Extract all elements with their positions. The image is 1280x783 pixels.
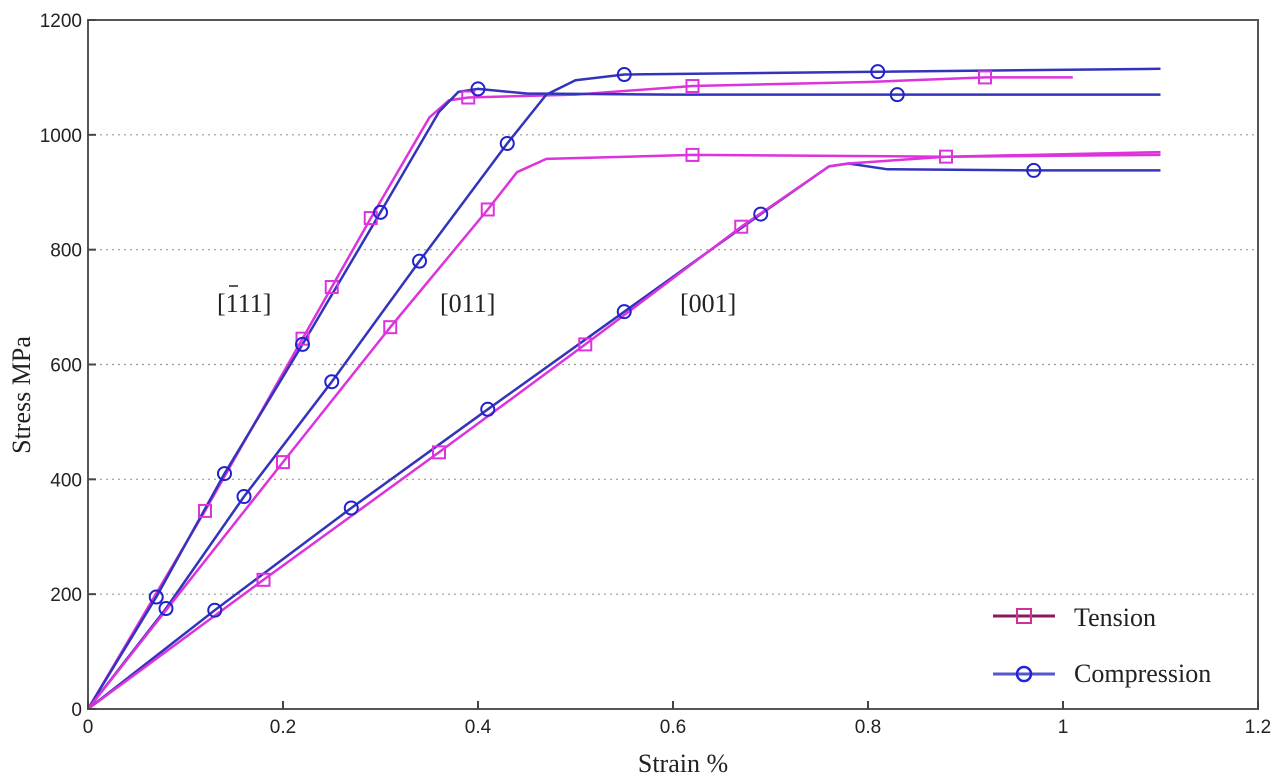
y-axis-title: Stress MPa [7, 336, 36, 454]
circle-marker-icon [207, 602, 223, 618]
circle-marker-icon [343, 500, 359, 516]
y-tick-label: 1200 [40, 11, 82, 32]
square-marker-icon [939, 149, 953, 164]
circle-marker-icon [616, 67, 632, 83]
circle-marker-icon [499, 135, 515, 151]
series-line [87, 153, 1161, 710]
y-tick-label: 0 [71, 700, 82, 721]
square-marker-icon [685, 79, 700, 94]
legend-entry-tension: Tension [993, 603, 1156, 632]
y-tick-label: 400 [50, 470, 82, 491]
circle-marker-icon [889, 87, 905, 103]
square-marker-icon [578, 337, 593, 352]
series-line [87, 162, 1161, 710]
legend-label-compression: Compression [1074, 659, 1211, 688]
square-marker-icon [383, 320, 398, 335]
square-marker-icon [1016, 608, 1032, 624]
square-marker-icon [461, 90, 476, 105]
series-line [87, 150, 1161, 711]
circle-marker-icon [295, 336, 310, 352]
square-marker-icon [276, 455, 290, 470]
square-marker-icon [432, 445, 446, 460]
square-marker-icon [734, 219, 749, 234]
series-line [87, 67, 1161, 710]
circle-marker-icon [480, 401, 496, 417]
x-tick-label: 0.2 [270, 717, 296, 738]
square-marker-icon [685, 147, 700, 162]
circle-marker-icon [470, 81, 486, 97]
axis-tick-labels: 0 200 400 600 800 1000 1200 0 0.2 0.4 0.6 0.8 1 1.2 [40, 11, 1271, 738]
x-tick-label: 1.2 [1245, 717, 1271, 738]
legend-label-tension: Tension [1074, 603, 1156, 632]
x-tick-label: 1 [1058, 717, 1069, 738]
circle-marker-icon [1015, 665, 1033, 683]
square-marker-icon [295, 331, 310, 346]
annotation-111: [111] [217, 285, 271, 318]
series-line [86, 76, 1073, 710]
y-tick-label: 800 [50, 241, 82, 262]
series-line [86, 87, 1161, 710]
series-markers [148, 64, 1042, 618]
x-tick-label: 0.4 [465, 717, 492, 738]
circle-marker-icon [412, 253, 427, 269]
circle-marker-icon [1026, 162, 1042, 178]
x-tick-label: 0.6 [660, 717, 686, 738]
circle-marker-icon [148, 589, 164, 605]
circle-marker-icon [373, 204, 388, 220]
legend: Tension Compression [993, 603, 1211, 688]
axis-ticks [87, 19, 1259, 710]
square-marker-icon [324, 279, 339, 294]
square-marker-icon [256, 572, 271, 587]
circle-marker-icon [324, 374, 340, 390]
y-tick-label: 600 [50, 356, 82, 377]
x-tick-label: 0 [83, 717, 94, 738]
x-tick-label: 0.8 [855, 717, 881, 738]
square-marker-icon [480, 202, 495, 217]
square-marker-icon [978, 70, 992, 85]
square-marker-icon [198, 503, 212, 518]
circle-marker-icon [217, 466, 232, 482]
x-axis-title: Strain % [638, 749, 728, 778]
circle-marker-icon [616, 304, 632, 320]
circle-marker-icon [870, 64, 886, 80]
series-lines [86, 67, 1161, 711]
annotation-label-111: [111] [217, 289, 271, 318]
y-tick-label: 200 [50, 585, 82, 606]
legend-entry-compression: Compression [993, 659, 1211, 688]
y-tick-label: 1000 [40, 126, 82, 147]
annotation-label-001: [001] [680, 289, 736, 318]
circle-marker-icon [236, 489, 252, 505]
circle-marker-icon [753, 206, 769, 222]
grid-lines [88, 134, 1258, 595]
circle-marker-icon [158, 601, 174, 617]
annotation-label-011: [011] [440, 289, 495, 318]
